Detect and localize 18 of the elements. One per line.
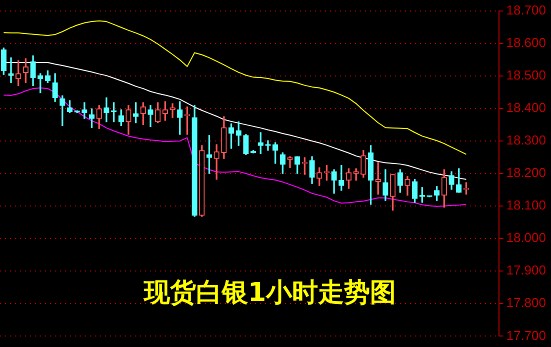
y-tick-label: 18.000	[506, 230, 546, 246]
y-tick-label: 18.200	[506, 165, 546, 180]
y-tick-label: 18.400	[506, 100, 546, 115]
y-tick-label: 17.700	[506, 328, 546, 343]
candlestick	[82, 102, 88, 119]
candlestick	[287, 156, 293, 168]
candlestick	[148, 105, 154, 127]
text: 现货白银1小时走势图	[142, 278, 396, 308]
y-tick-label: 17.900	[506, 262, 546, 278]
y-tick-label: 17.800	[506, 295, 546, 310]
candlestick	[8, 57, 14, 84]
y-tick-label: 18.700	[506, 2, 546, 18]
candlestick	[265, 140, 271, 151]
candlestick	[104, 97, 110, 122]
y-tick-label: 18.600	[506, 34, 546, 50]
y-tick-label: 18.100	[506, 198, 546, 213]
y-tick-label: 18.300	[506, 132, 546, 148]
y-tick-label: 18.500	[506, 67, 546, 82]
